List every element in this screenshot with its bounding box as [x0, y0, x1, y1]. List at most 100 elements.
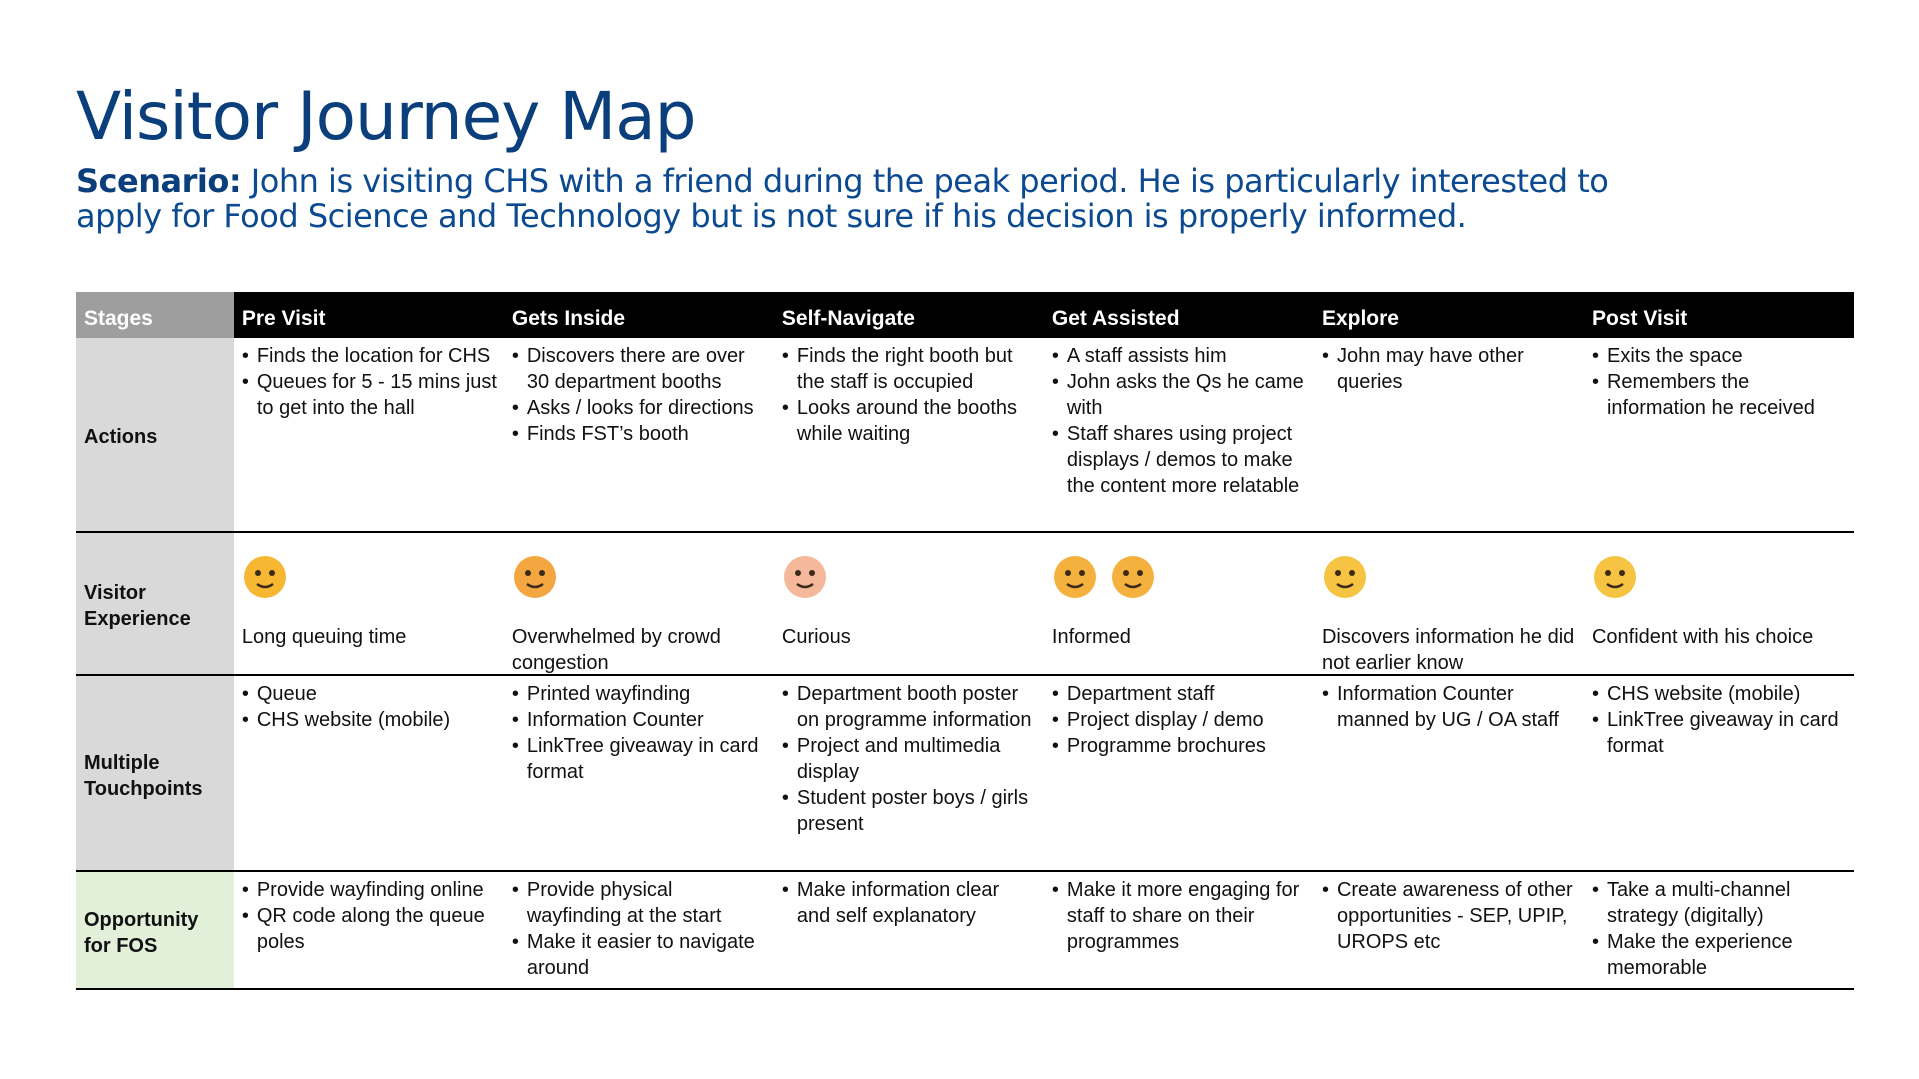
- bullet: Programme brochures: [1052, 733, 1308, 759]
- bullet: Information Counter manned by UG / OA st…: [1322, 681, 1578, 733]
- emoji-row: [1592, 554, 1848, 600]
- bullet: Staff shares using project displays / de…: [1052, 421, 1308, 499]
- emoji: [513, 556, 556, 598]
- cell: Take a multi-channel strategy (digitally…: [1584, 872, 1854, 988]
- row-label: Actions: [76, 338, 234, 531]
- bullet: Queues for 5 - 15 mins just to get into …: [242, 369, 498, 421]
- bullet: Provide wayfinding online: [242, 877, 498, 903]
- cell: Department booth poster on programme inf…: [774, 676, 1044, 870]
- bullet-list: John may have other queries: [1322, 343, 1578, 395]
- bullet: LinkTree giveaway in card format: [512, 733, 768, 785]
- experience-text: Confident with his choice: [1591, 626, 1814, 648]
- bullet-list: A staff assists himJohn asks the Qs he c…: [1052, 343, 1308, 499]
- cell: Long queuing time: [234, 533, 504, 674]
- bullet-list: Create awareness of other opportunities …: [1322, 877, 1578, 955]
- bullet: Finds the right booth but the staff is o…: [782, 343, 1038, 395]
- experience-text: Curious: [781, 626, 851, 648]
- cell: Printed wayfindingInformation CounterLin…: [504, 676, 774, 870]
- bullet: Project and multimedia display: [782, 733, 1038, 785]
- bullet: Information Counter: [512, 707, 768, 733]
- emoji: [1111, 556, 1154, 598]
- cell: John may have other queries: [1314, 338, 1584, 531]
- cell: CHS website (mobile)LinkTree giveaway in…: [1584, 676, 1854, 870]
- table-row: Visitor Experience Long queuing time Overw…: [76, 533, 1854, 676]
- cell: Provide physical wayfinding at the start…: [504, 872, 774, 988]
- cell: Overwhelmed by crowd congestion: [504, 533, 774, 674]
- emoji: [1323, 556, 1366, 598]
- bullet: Discovers there are over 30 department b…: [512, 343, 768, 395]
- emoji-row: [1052, 554, 1308, 600]
- table-row: Opportunity for FOSProvide wayfinding on…: [76, 872, 1854, 990]
- bullet: A staff assists him: [1052, 343, 1308, 369]
- cell: A staff assists himJohn asks the Qs he c…: [1044, 338, 1314, 531]
- bullet-list: Discovers there are over 30 department b…: [512, 343, 768, 447]
- emoji: [783, 556, 826, 598]
- cell: Make it more engaging for staff to share…: [1044, 872, 1314, 988]
- cell: Confident with his choice: [1584, 533, 1854, 674]
- bullet-list: Department booth poster on programme inf…: [782, 681, 1038, 837]
- bullet: CHS website (mobile): [242, 707, 498, 733]
- scenario: Scenario: John is visiting CHS with a fr…: [76, 164, 1676, 234]
- experience-text: Informed: [1051, 626, 1131, 648]
- bullet-list: Make it more engaging for staff to share…: [1052, 877, 1308, 955]
- bullet: Finds the location for CHS: [242, 343, 498, 369]
- header-cell: Pre Visit: [241, 307, 326, 330]
- row-label: Visitor Experience: [76, 533, 234, 674]
- bullet-list: Make information clear and self explanat…: [782, 877, 1038, 929]
- bullet: Take a multi-channel strategy (digitally…: [1592, 877, 1848, 929]
- bullet: Department booth poster on programme inf…: [782, 681, 1038, 733]
- bullet: Make the experience memorable: [1592, 929, 1848, 981]
- bullet: Looks around the booths while waiting: [782, 395, 1038, 447]
- emoji: [243, 556, 286, 598]
- cell: Information Counter manned by UG / OA st…: [1314, 676, 1584, 870]
- bullet-list: Provide wayfinding onlineQR code along t…: [242, 877, 498, 955]
- experience-text: Long queuing time: [241, 626, 407, 648]
- bullet: Make it easier to navigate around: [512, 929, 768, 981]
- bullet-list: Provide physical wayfinding at the start…: [512, 877, 768, 981]
- header-row: Stages Pre Visit Gets Inside Self-Navigate G…: [76, 292, 1854, 338]
- bullet-list: Finds the location for CHSQueues for 5 -…: [242, 343, 498, 421]
- row-label: Opportunity for FOS: [76, 872, 234, 988]
- cell: Curious: [774, 533, 1044, 674]
- bullet-list: QueueCHS website (mobile): [242, 681, 498, 733]
- emoji-row: [1322, 554, 1578, 600]
- cell: Department staffProject display / demoPr…: [1044, 676, 1314, 870]
- bullet: CHS website (mobile): [1592, 681, 1848, 707]
- header-cell: Post Visit: [1591, 307, 1688, 330]
- experience-text: Overwhelmed by crowd congestion: [511, 626, 721, 674]
- bullet: Provide physical wayfinding at the start: [512, 877, 768, 929]
- header-cell: Self-Navigate: [781, 307, 915, 330]
- header-cell: Stages: [76, 292, 234, 338]
- bullet: Queue: [242, 681, 498, 707]
- bullet: Finds FST’s booth: [512, 421, 768, 447]
- bullet: Make it more engaging for staff to share…: [1052, 877, 1308, 955]
- cell: Exits the spaceRemembers the information…: [1584, 338, 1854, 531]
- cell: QueueCHS website (mobile): [234, 676, 504, 870]
- journey-table: Stages Pre Visit Gets Inside Self-Navigate G…: [76, 292, 1854, 990]
- cell: Finds the location for CHSQueues for 5 -…: [234, 338, 504, 531]
- cell: Create awareness of other opportunities …: [1314, 872, 1584, 988]
- bullet: Remembers the information he received: [1592, 369, 1848, 421]
- bullet: Create awareness of other opportunities …: [1322, 877, 1578, 955]
- header-cell: Get Assisted: [1051, 307, 1180, 330]
- bullet: LinkTree giveaway in card format: [1592, 707, 1848, 759]
- cell: Informed: [1044, 533, 1314, 674]
- bullet: Make information clear and self explanat…: [782, 877, 1038, 929]
- emoji-row: [512, 554, 768, 600]
- cell: Provide wayfinding onlineQR code along t…: [234, 872, 504, 988]
- header-cell: Explore: [1321, 307, 1399, 330]
- header-cell: Gets Inside: [511, 307, 626, 330]
- cell: Discovers there are over 30 department b…: [504, 338, 774, 531]
- emoji: [1593, 556, 1636, 598]
- bullet-list: Exits the spaceRemembers the information…: [1592, 343, 1848, 421]
- bullet-list: CHS website (mobile)LinkTree giveaway in…: [1592, 681, 1848, 759]
- emoji: [1053, 556, 1096, 598]
- emoji-row: [242, 554, 498, 600]
- row-label: Multiple Touchpoints: [76, 676, 234, 870]
- bullet: John may have other queries: [1322, 343, 1578, 395]
- bullet: Exits the space: [1592, 343, 1848, 369]
- bullet: Printed wayfinding: [512, 681, 768, 707]
- cell: Discovers information he did not earlier…: [1314, 533, 1584, 674]
- experience-text: Discovers information he did not earlier…: [1321, 626, 1575, 674]
